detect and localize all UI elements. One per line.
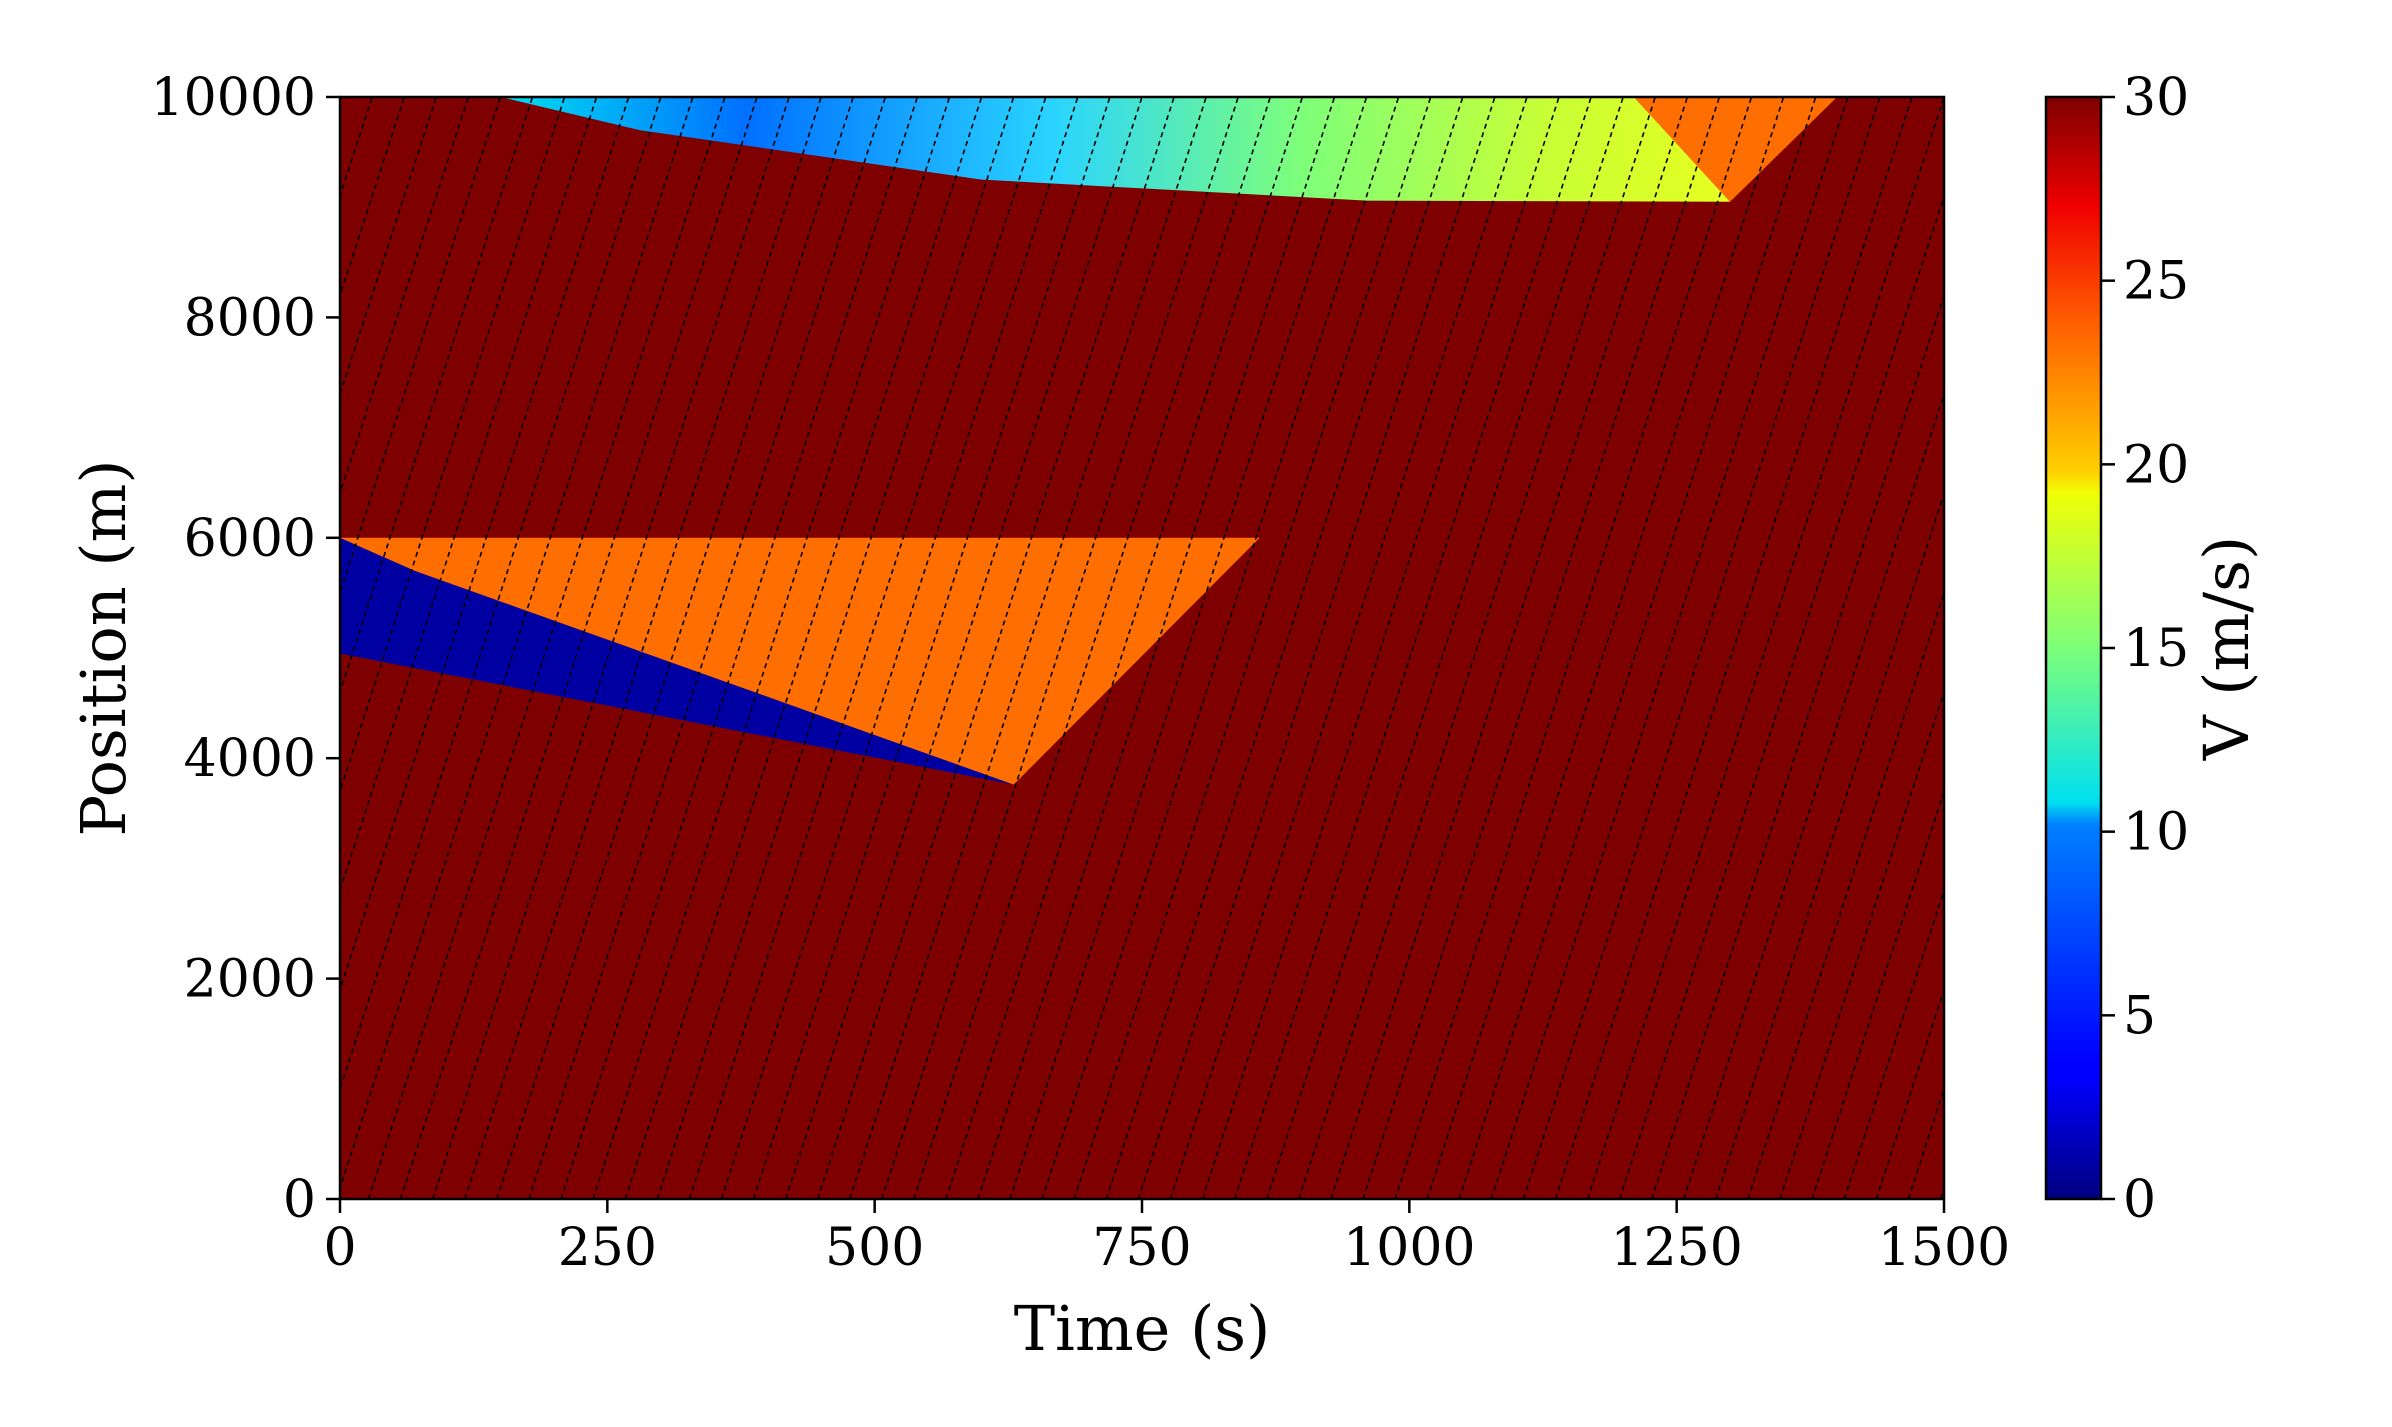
trajectory-line <box>340 97 341 100</box>
trajectory-line <box>1811 788 1944 1199</box>
colorbar-label: V (m/s) <box>2190 536 2263 761</box>
colorbar-ticks: 0 5 10 15 20 25 30 <box>2101 68 2189 1230</box>
x-tick-label: 250 <box>558 1218 657 1278</box>
x-tick-label: 1500 <box>1878 1218 2010 1278</box>
trajectory-line <box>1330 97 1689 1199</box>
trajectory-line <box>1683 391 1944 1199</box>
y-tick-label: 8000 <box>184 288 316 348</box>
y-tick-label: 6000 <box>184 509 316 569</box>
trajectory-line <box>1394 97 1753 1199</box>
trajectory-line <box>1266 97 1624 1199</box>
trajectory-line <box>816 97 1175 1199</box>
trajectory-line <box>1362 97 1721 1199</box>
colorbar-tick-label: 0 <box>2123 1170 2156 1230</box>
trajectory-line <box>1747 590 1944 1199</box>
heatmap-regions <box>340 97 1838 785</box>
trajectory-line <box>881 97 1239 1199</box>
trajectory-line <box>340 97 566 794</box>
colorbar-tick-label: 10 <box>2123 803 2189 863</box>
x-tick-label: 500 <box>825 1218 924 1278</box>
trajectory-line <box>340 97 470 497</box>
trajectory-line <box>340 97 598 894</box>
trajectory-line <box>688 97 1047 1199</box>
trajectory-line <box>1137 97 1496 1199</box>
trajectory-line <box>913 97 1272 1199</box>
y-tick-label: 10000 <box>151 68 316 128</box>
trajectory-line <box>1426 97 1785 1199</box>
trajectory-line <box>496 97 855 1199</box>
trajectory-line <box>367 97 726 1199</box>
trajectory-line <box>340 97 630 993</box>
trajectory-line <box>1650 292 1944 1199</box>
trajectory-line <box>1233 97 1592 1199</box>
trajectory-line <box>1843 887 1944 1199</box>
upper-congestion-region <box>500 97 1731 202</box>
colorbar <box>2044 95 2103 1201</box>
x-axis-ticks: 0 250 500 750 1000 1250 1500 <box>323 1199 2010 1278</box>
trajectory-line <box>340 97 437 398</box>
trajectory-line <box>1618 193 1944 1199</box>
trajectory-line <box>1715 491 1944 1199</box>
trajectory-line <box>399 97 758 1199</box>
colorbar-tick-label: 15 <box>2123 619 2189 679</box>
trajectory-line <box>340 97 502 596</box>
y-axis-label: Position (m) <box>67 459 140 836</box>
trajectory-line <box>1875 987 1944 1199</box>
trajectory-line <box>1298 97 1657 1199</box>
trajectory-line <box>1554 97 1913 1199</box>
colorbar-tick-label: 25 <box>2123 252 2189 312</box>
trajectory-line <box>1779 689 1944 1199</box>
vehicle-trajectories <box>340 97 1944 1199</box>
trajectory-line <box>977 97 1336 1199</box>
trajectory-line <box>752 97 1111 1199</box>
trajectory-line <box>1105 97 1464 1199</box>
trajectory-line <box>784 97 1143 1199</box>
trajectory-line <box>340 97 405 299</box>
colorbar-tick-label: 5 <box>2123 986 2156 1046</box>
upper-recovery-region <box>1633 97 1838 202</box>
x-tick-label: 750 <box>1092 1218 1191 1278</box>
x-tick-label: 1250 <box>1610 1218 1742 1278</box>
colorbar-tick-label: 20 <box>2123 435 2189 495</box>
trajectory-line <box>945 97 1304 1199</box>
trajectory-line <box>1458 97 1817 1199</box>
trajectory-line <box>340 97 694 1191</box>
y-tick-label: 4000 <box>184 729 316 789</box>
trajectory-line <box>720 97 1079 1199</box>
trajectory-line <box>1169 97 1528 1199</box>
trajectory-line <box>1041 97 1400 1199</box>
trajectory-line <box>340 97 534 695</box>
trajectory-line <box>656 97 1015 1199</box>
trajectory-line <box>1522 97 1881 1199</box>
y-tick-label: 2000 <box>184 950 316 1010</box>
trajectory-line <box>848 97 1207 1199</box>
x-tick-label: 1000 <box>1343 1218 1475 1278</box>
trajectory-line <box>528 97 887 1199</box>
trajectory-line <box>624 97 983 1199</box>
trajectory-line <box>1490 97 1849 1199</box>
colorbar-tick-label: 30 <box>2123 68 2189 128</box>
trajectory-line <box>464 97 822 1199</box>
trajectory-line <box>1009 97 1368 1199</box>
y-tick-label: 0 <box>283 1170 316 1230</box>
trajectory-line <box>1201 97 1560 1199</box>
trajectory-line <box>1586 97 1944 1199</box>
x-axis-label: Time (s) <box>1014 1292 1271 1365</box>
lower-recovery-region <box>340 537 1260 785</box>
trajectory-line <box>1073 97 1432 1199</box>
trajectory-line <box>560 97 919 1199</box>
lower-congestion-wave <box>340 537 1014 785</box>
trajectory-line <box>340 97 662 1092</box>
y-axis-ticks: 0 2000 4000 6000 8000 10000 <box>151 68 340 1230</box>
x-tick-label: 0 <box>323 1218 356 1278</box>
trajectory-line <box>431 97 790 1199</box>
trajectory-line <box>592 97 951 1199</box>
